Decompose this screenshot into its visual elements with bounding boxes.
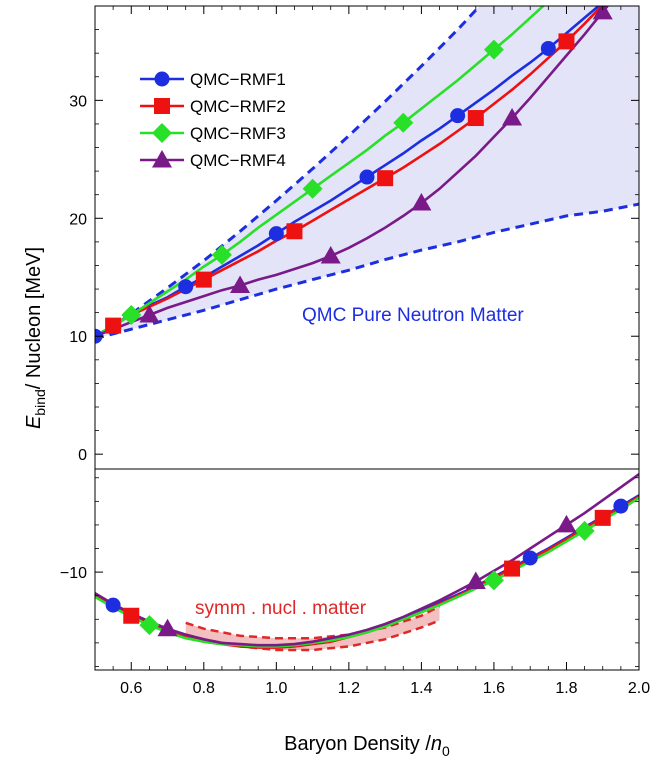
- x-tick-label: 1.6: [483, 680, 505, 697]
- snm-annotation: symm . nucl . matter: [195, 598, 367, 619]
- snm-line-2: [95, 495, 639, 649]
- pnm-marker-1: [268, 226, 284, 242]
- y-tick-label: 0: [78, 447, 87, 464]
- pnm-marker-3: [211, 244, 232, 265]
- pnm-marker-4: [139, 305, 160, 323]
- legend-label: QMC−RMF3: [190, 124, 286, 143]
- pnm-marker-2: [467, 110, 484, 127]
- snm-marker-2: [594, 509, 611, 526]
- pnm-line-4: [95, 6, 610, 338]
- snm-marker-4: [465, 571, 486, 590]
- pnm-marker-1: [178, 279, 194, 295]
- legend-marker: [152, 150, 172, 168]
- legend-label: QMC−RMF4: [190, 151, 286, 170]
- y-tick-label: 10: [69, 329, 87, 346]
- snm-marker-2: [504, 560, 521, 577]
- snm-marker-3: [139, 615, 160, 636]
- pnm-marker-4: [592, 6, 613, 20]
- y-tick-label: 20: [69, 211, 87, 228]
- pnm-marker-4: [320, 246, 341, 264]
- legend-marker: [154, 71, 170, 87]
- x-tick-label: 2.0: [628, 680, 650, 697]
- snm-marker-1: [522, 550, 538, 566]
- snm-band-upper-edge: [185, 605, 441, 640]
- x-axis-label: Baryon Density /n0: [284, 733, 450, 759]
- snm-marker-1: [105, 597, 121, 613]
- pnm-marker-4: [230, 275, 251, 294]
- legend-marker: [152, 123, 172, 143]
- pnm-marker-3: [121, 305, 142, 326]
- pnm-marker-4: [502, 108, 523, 126]
- legend-label: QMC−RMF2: [190, 97, 286, 116]
- x-tick-label: 0.6: [120, 680, 142, 697]
- pnm-marker-1: [359, 169, 375, 185]
- pnm-annotation: QMC Pure Neutron Matter: [302, 305, 524, 326]
- pnm-marker-4: [411, 192, 432, 211]
- x-tick-label: 1.8: [555, 680, 577, 697]
- pnm-marker-1: [540, 40, 556, 56]
- pnm-marker-2: [558, 33, 575, 50]
- pnm-marker-3: [393, 112, 414, 133]
- pnm-band-upper-edge: [95, 6, 482, 340]
- snm-band: [185, 606, 440, 650]
- pnm-marker-3: [302, 178, 323, 199]
- pnm-marker-2: [377, 170, 394, 187]
- x-tick-label: 1.2: [338, 680, 360, 697]
- pnm-marker-3: [483, 39, 504, 60]
- snm-marker-3: [574, 520, 595, 541]
- snm-marker-4: [157, 618, 178, 637]
- y-tick-label: −10: [60, 565, 87, 582]
- x-tick-label: 1.0: [265, 680, 287, 697]
- snm-marker-3: [483, 570, 504, 591]
- pnm-marker-2: [286, 223, 303, 240]
- snm-marker-1: [613, 498, 629, 514]
- snm-line-3: [95, 496, 639, 648]
- snm-line-4: [95, 473, 639, 647]
- legend-label: QMC−RMF1: [190, 70, 286, 89]
- snm-marker-2: [123, 607, 140, 624]
- pnm-band-lower-edge: [95, 202, 639, 341]
- y-tick-label: 30: [69, 93, 87, 110]
- x-tick-label: 0.8: [193, 680, 215, 697]
- snm-marker-4: [556, 514, 577, 533]
- x-tick-label: 1.4: [410, 680, 432, 697]
- pnm-marker-2: [195, 271, 212, 288]
- legend-marker: [154, 98, 170, 114]
- snm-line-1: [95, 494, 639, 648]
- y-axis-label: Ebind/ Nucleon [MeV]: [23, 247, 48, 429]
- pnm-marker-1: [450, 108, 466, 124]
- pnm-marker-2: [105, 317, 122, 334]
